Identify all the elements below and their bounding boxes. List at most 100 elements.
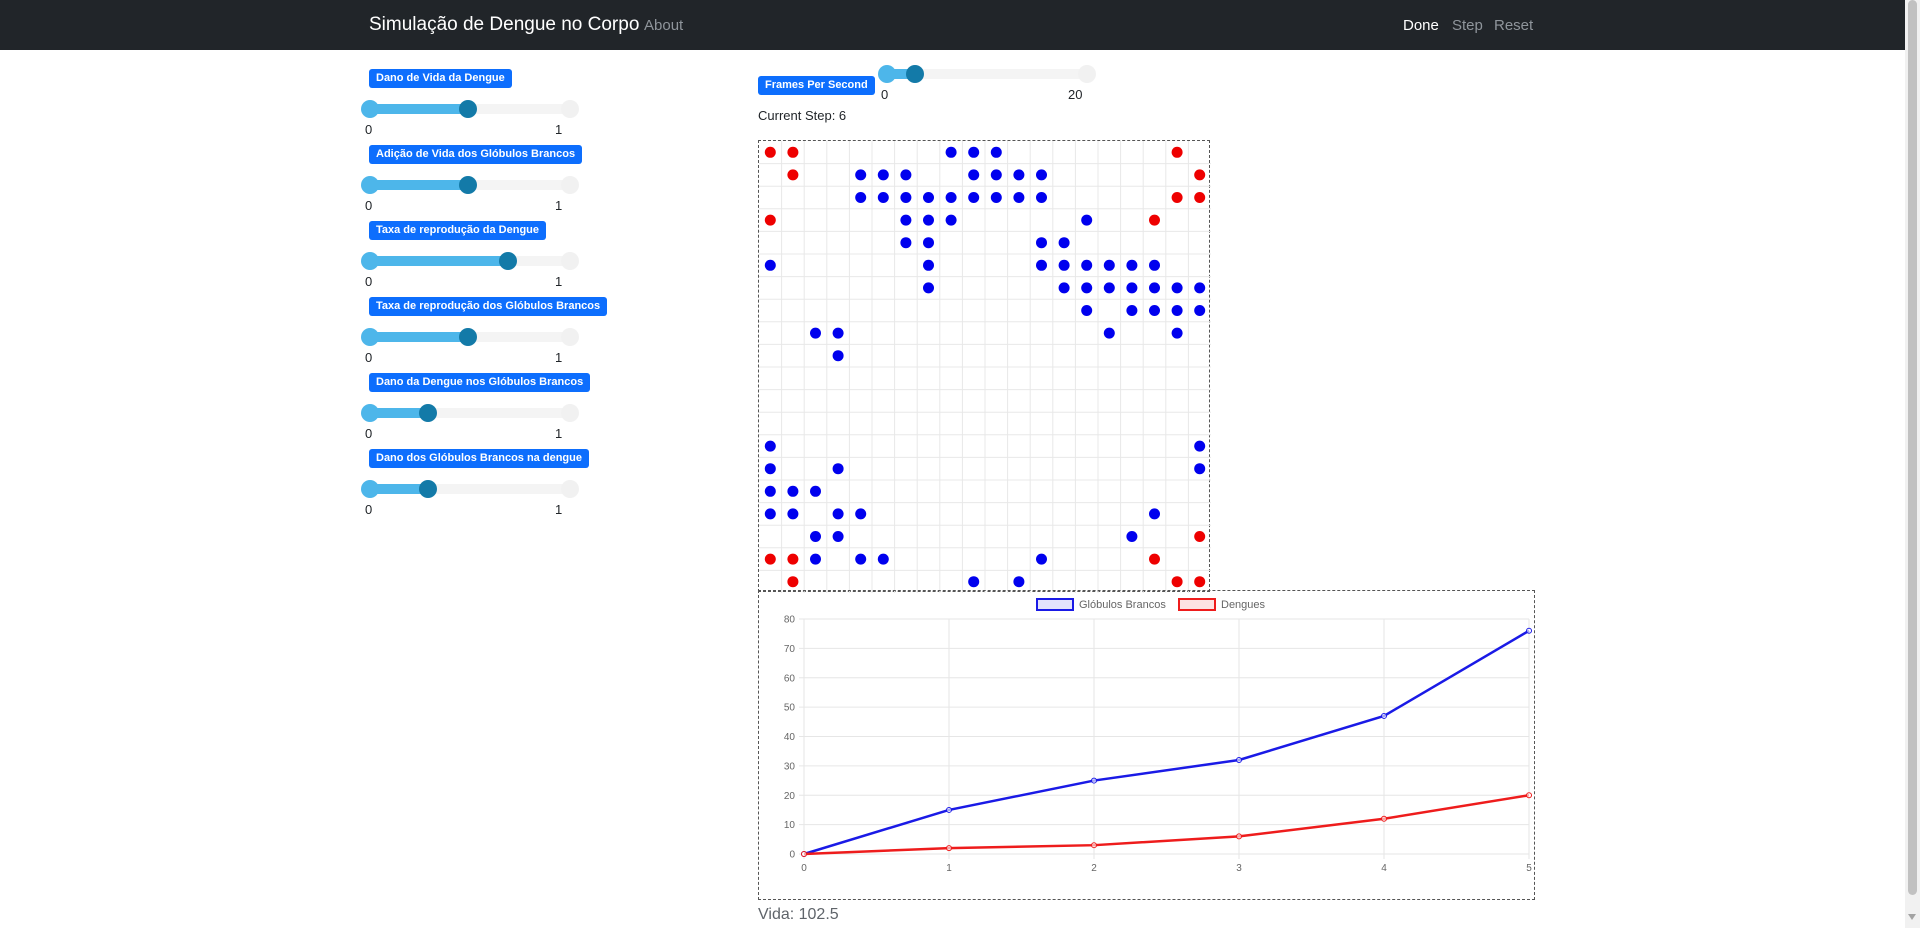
param-slider-1[interactable] xyxy=(361,175,579,195)
x-tick-label: 3 xyxy=(1236,863,1242,874)
white-cell-agent xyxy=(923,259,934,271)
param-label-3: Taxa de reprodução dos Glóbulos Brancos xyxy=(369,297,608,316)
x-tick-label: 1 xyxy=(946,863,952,874)
legend-swatch[interactable] xyxy=(1036,598,1074,611)
y-tick-label: 80 xyxy=(784,615,796,626)
chart-canvas: 0 10 20 30 40 50 60 70 80 0 1 2 3 4 5 Glóbulos Brancos D… xyxy=(784,598,1532,874)
navbar-brand[interactable]: Simulação de Dengue no Corpo xyxy=(369,14,640,35)
series-point xyxy=(1526,627,1532,634)
legend-label[interactable]: Glóbulos Brancos xyxy=(1079,599,1166,611)
dengue-agent xyxy=(1171,146,1183,158)
fps-slider-fill xyxy=(885,69,915,79)
white-cell-agent xyxy=(832,463,844,475)
dengue-agent xyxy=(764,146,776,158)
white-cell-agent xyxy=(764,508,776,520)
white-cell-agent xyxy=(1081,305,1093,316)
param-slider-handle[interactable] xyxy=(499,252,517,270)
white-cell-agent xyxy=(810,485,821,497)
white-cell-agent xyxy=(900,237,912,249)
reset-button[interactable]: Reset xyxy=(1494,17,1534,34)
param-slider-handle[interactable] xyxy=(419,480,437,498)
white-cell-agent xyxy=(1126,259,1138,271)
series-point xyxy=(1236,833,1242,840)
dengue-agent xyxy=(764,553,776,565)
param-slider-handle[interactable] xyxy=(459,328,477,346)
param-slider-2[interactable] xyxy=(361,251,579,271)
white-cell-agent xyxy=(1149,508,1160,520)
white-cell-agent xyxy=(900,214,912,226)
param-max-label: 1 xyxy=(555,502,563,517)
white-cell-agent xyxy=(968,146,980,158)
white-cell-agent xyxy=(1013,576,1025,588)
white-cell-agent xyxy=(810,327,821,339)
white-cell-agent xyxy=(1058,282,1070,294)
done-button[interactable]: Done xyxy=(1403,17,1439,34)
white-cell-agent xyxy=(1081,214,1093,226)
param-slider-handle[interactable] xyxy=(459,176,477,194)
fps-slider[interactable] xyxy=(878,64,1096,84)
white-cell-agent xyxy=(855,553,867,565)
white-cell-agent xyxy=(832,508,844,520)
param-slider-handle[interactable] xyxy=(419,404,437,422)
simulation-grid[interactable] xyxy=(758,140,1211,593)
white-cell-agent xyxy=(990,146,1002,158)
y-tick-label: 70 xyxy=(784,644,796,655)
dengue-agent xyxy=(1171,576,1183,588)
param-slider-track[interactable] xyxy=(368,484,568,494)
white-cell-agent xyxy=(945,146,957,158)
white-cell-agent xyxy=(1171,282,1183,294)
page-scrollbar[interactable] xyxy=(1905,0,1920,928)
param-min-label: 0 xyxy=(365,502,373,517)
dengue-agent xyxy=(1194,192,1206,203)
param-slider-start-knob xyxy=(361,252,379,270)
x-tick-label: 4 xyxy=(1381,863,1387,874)
y-tick-label: 60 xyxy=(784,673,796,684)
param-slider-4[interactable] xyxy=(361,403,579,423)
white-cell-agent xyxy=(1081,282,1093,294)
white-cell-agent xyxy=(1013,192,1025,203)
param-slider-5[interactable] xyxy=(361,479,579,499)
white-cell-agent xyxy=(1194,282,1206,294)
white-cell-agent xyxy=(1171,305,1183,316)
legend-swatch[interactable] xyxy=(1178,598,1216,611)
series-line xyxy=(803,629,1530,856)
scroll-down-arrow-icon[interactable] xyxy=(1908,914,1916,920)
white-cell-agent xyxy=(1036,553,1047,565)
param-slider-track[interactable] xyxy=(368,408,568,418)
white-cell-agent xyxy=(923,214,934,226)
white-cell-agent xyxy=(1126,305,1138,316)
param-max-label: 1 xyxy=(555,426,563,441)
navbar: Simulação de Dengue no Corpo About Done … xyxy=(0,0,1905,50)
white-cell-agent xyxy=(1036,237,1047,249)
param-slider-0[interactable] xyxy=(361,99,579,119)
white-cell-agent xyxy=(787,485,799,497)
dengue-agent xyxy=(1149,214,1160,226)
dengue-agent xyxy=(787,169,799,181)
dengue-agent xyxy=(1171,192,1183,203)
legend-label[interactable]: Dengues xyxy=(1221,599,1266,611)
param-slider-start-knob xyxy=(361,176,379,194)
param-max-label: 1 xyxy=(555,274,563,289)
nav-about-link[interactable]: About xyxy=(644,17,684,34)
param-slider-3[interactable] xyxy=(361,327,579,347)
white-cell-agent xyxy=(787,508,799,520)
param-max-label: 1 xyxy=(555,350,563,365)
fps-slider-handle[interactable] xyxy=(906,65,924,83)
white-cell-agent xyxy=(1194,440,1206,452)
series-point xyxy=(946,806,952,813)
param-slider-start-knob xyxy=(361,100,379,118)
white-cell-agent xyxy=(1103,282,1115,294)
series-point xyxy=(1381,815,1387,822)
step-button[interactable]: Step xyxy=(1452,17,1483,34)
fps-slider-track[interactable] xyxy=(885,69,1085,79)
param-label-4: Dano da Dengue nos Glóbulos Brancos xyxy=(369,373,591,392)
param-slider-start-knob xyxy=(361,328,379,346)
dengue-agent xyxy=(764,214,776,226)
white-cell-agent xyxy=(1013,169,1025,181)
param-slider-handle[interactable] xyxy=(459,100,477,118)
param-slider-fill xyxy=(368,484,428,494)
white-cell-agent xyxy=(968,169,980,181)
y-tick-label: 50 xyxy=(784,703,796,714)
param-min-label: 0 xyxy=(365,122,373,137)
scrollbar-thumb[interactable] xyxy=(1908,0,1917,895)
